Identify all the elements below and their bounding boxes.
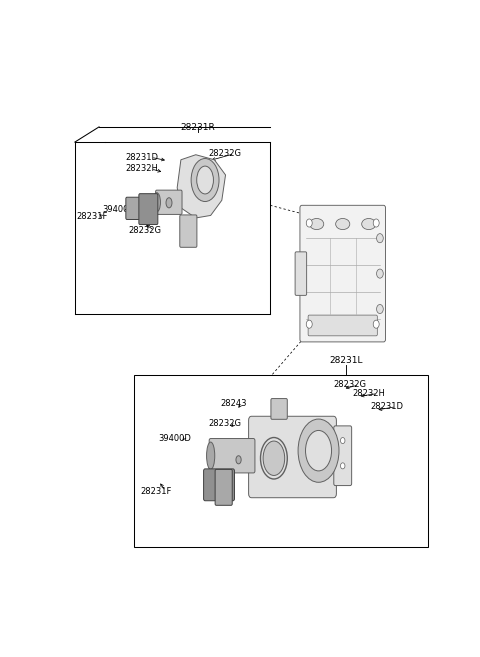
FancyBboxPatch shape: [126, 197, 150, 219]
Ellipse shape: [306, 320, 312, 328]
Ellipse shape: [197, 166, 214, 194]
Ellipse shape: [377, 234, 383, 242]
FancyBboxPatch shape: [334, 426, 352, 486]
Text: 39400D: 39400D: [103, 205, 136, 214]
Ellipse shape: [236, 456, 241, 464]
Ellipse shape: [310, 219, 324, 229]
Text: 28231F: 28231F: [77, 212, 108, 221]
Ellipse shape: [377, 304, 383, 313]
Ellipse shape: [191, 158, 219, 202]
FancyBboxPatch shape: [308, 315, 377, 336]
Ellipse shape: [263, 441, 285, 476]
Polygon shape: [177, 155, 226, 218]
FancyBboxPatch shape: [249, 417, 336, 498]
Ellipse shape: [373, 320, 379, 328]
Bar: [134, 374, 428, 547]
Text: 28231L: 28231L: [330, 355, 363, 365]
FancyBboxPatch shape: [271, 399, 288, 419]
FancyBboxPatch shape: [215, 469, 232, 505]
Text: 28232H: 28232H: [125, 164, 158, 173]
Ellipse shape: [373, 219, 379, 227]
FancyBboxPatch shape: [300, 205, 385, 342]
Ellipse shape: [340, 463, 345, 469]
Ellipse shape: [336, 219, 350, 229]
Text: 28232G: 28232G: [129, 226, 162, 235]
FancyBboxPatch shape: [180, 215, 197, 247]
Text: 28231D: 28231D: [125, 153, 158, 162]
Text: 28243: 28243: [220, 399, 246, 408]
Ellipse shape: [298, 419, 339, 482]
Ellipse shape: [362, 219, 376, 229]
Ellipse shape: [153, 193, 160, 212]
Ellipse shape: [206, 442, 215, 469]
Text: 28232H: 28232H: [352, 389, 385, 398]
Ellipse shape: [305, 430, 332, 471]
FancyBboxPatch shape: [204, 469, 234, 501]
Text: 28232G: 28232G: [209, 149, 242, 158]
Text: 28231F: 28231F: [140, 487, 171, 495]
Text: 39400D: 39400D: [158, 434, 192, 443]
Ellipse shape: [306, 219, 312, 227]
Ellipse shape: [377, 269, 383, 278]
Text: 28232G: 28232G: [209, 419, 242, 428]
Text: 28231R: 28231R: [180, 123, 215, 132]
Text: 28232G: 28232G: [334, 380, 366, 390]
FancyBboxPatch shape: [139, 194, 158, 225]
FancyBboxPatch shape: [209, 438, 255, 473]
FancyBboxPatch shape: [156, 190, 182, 214]
Text: 28231D: 28231D: [371, 402, 404, 411]
FancyBboxPatch shape: [295, 252, 307, 296]
Ellipse shape: [340, 438, 345, 443]
Ellipse shape: [166, 198, 172, 208]
